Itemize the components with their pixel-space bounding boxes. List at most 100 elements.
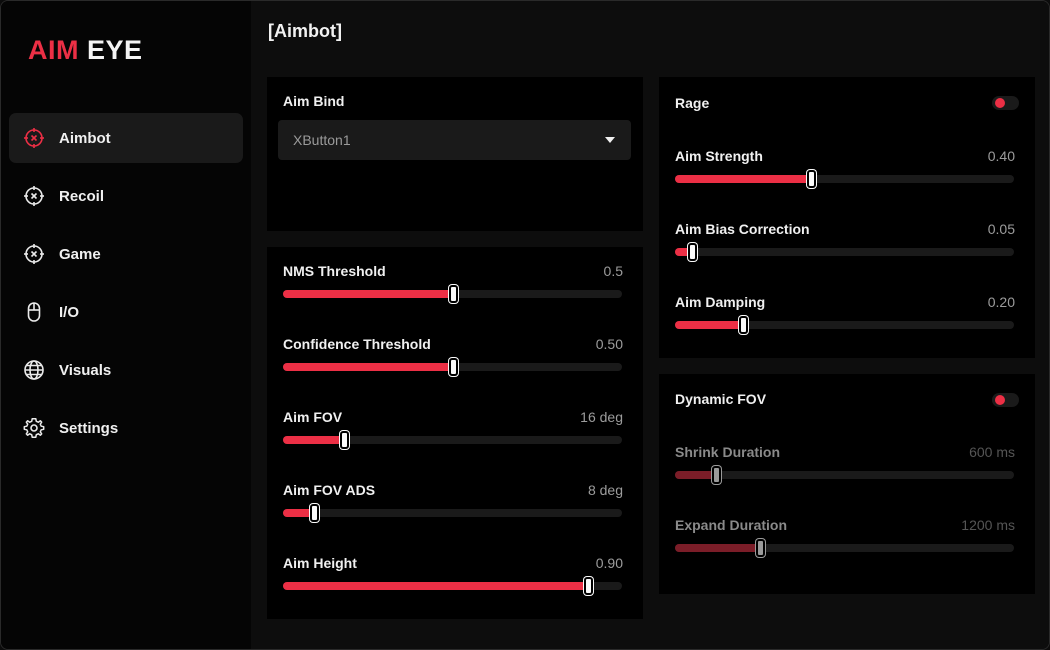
crosshair-x-icon <box>23 243 45 265</box>
app-logo: AIM EYE <box>28 35 143 66</box>
slider-fill <box>283 436 344 444</box>
slider-label: Aim FOV ADS <box>283 482 376 498</box>
sidebar-item-label: Aimbot <box>59 129 111 147</box>
crosshair-icon <box>23 127 45 149</box>
gear-icon <box>23 417 45 439</box>
sidebar-item-label: Game <box>59 245 101 263</box>
aim-bias-correction-slider[interactable]: Aim Bias Correction 0.05 <box>675 221 1015 267</box>
dynamic-fov-label: Dynamic FOV <box>675 391 767 407</box>
main-content: [Aimbot] Aim Bind XButton1 NMS Threshold… <box>251 1 1049 649</box>
sidebar-item-label: Visuals <box>59 361 112 379</box>
slider-track[interactable] <box>283 431 622 449</box>
slider-handle[interactable] <box>688 243 697 261</box>
slider-label: NMS Threshold <box>283 263 386 279</box>
slider-handle[interactable] <box>449 285 458 303</box>
slider-track[interactable] <box>283 504 622 522</box>
sidebar-item-label: I/O <box>59 303 80 321</box>
logo-aim: AIM <box>28 35 79 65</box>
sidebar-item-recoil[interactable]: Recoil <box>9 171 243 221</box>
slider-handle[interactable] <box>340 431 349 449</box>
sidebar-item-game[interactable]: Game <box>9 229 243 279</box>
slider-handle[interactable] <box>584 577 593 595</box>
sidebar-item-io[interactable]: I/O <box>9 287 243 337</box>
slider-value: 16 deg <box>580 409 623 425</box>
aim-bind-select[interactable]: XButton1 <box>278 120 631 160</box>
aim-strength-slider[interactable]: Aim Strength 0.40 <box>675 148 1015 194</box>
toggle-indicator <box>995 395 1005 405</box>
aim-height-slider[interactable]: Aim Height 0.90 <box>283 555 623 601</box>
sidebar: AIM EYE Aimbot Recoil Game <box>1 1 251 649</box>
slider-value: 0.40 <box>987 148 1015 164</box>
slider-fill <box>675 175 811 183</box>
thresholds-panel: NMS Threshold 0.5 Confidence Threshold 0… <box>267 247 643 619</box>
slider-track[interactable] <box>675 466 1014 484</box>
page-title: [Aimbot] <box>268 21 342 41</box>
aim-bind-value: XButton1 <box>293 132 351 148</box>
aim-bind-panel: Aim Bind XButton1 <box>267 77 643 231</box>
slider-handle[interactable] <box>449 358 458 376</box>
slider-fill <box>283 290 453 298</box>
slider-value: 0.05 <box>987 221 1015 237</box>
slider-fill <box>675 544 760 552</box>
slider-value: 0.20 <box>987 294 1015 310</box>
slider-track[interactable] <box>283 577 622 595</box>
shrink-duration-slider[interactable]: Shrink Duration 600 ms <box>675 444 1015 490</box>
expand-duration-slider[interactable]: Expand Duration 1200 ms <box>675 517 1015 563</box>
slider-track[interactable] <box>675 243 1014 261</box>
slider-track[interactable] <box>675 316 1014 334</box>
slider-label: Aim Height <box>283 555 357 571</box>
dynamic-fov-panel: Dynamic FOV Shrink Duration 600 ms Expan… <box>659 374 1035 594</box>
slider-label: Shrink Duration <box>675 444 781 460</box>
slider-label: Aim Bias Correction <box>675 221 810 237</box>
slider-track[interactable] <box>675 539 1014 557</box>
slider-handle[interactable] <box>807 170 816 188</box>
slider-track[interactable] <box>283 358 622 376</box>
aim-bind-label: Aim Bind <box>283 93 345 109</box>
slider-value: 8 deg <box>587 482 623 498</box>
slider-fill <box>283 582 588 590</box>
aim-fov-slider[interactable]: Aim FOV 16 deg <box>283 409 623 455</box>
slider-label: Aim Strength <box>675 148 763 164</box>
slider-label: Aim FOV <box>283 409 343 425</box>
sidebar-item-label: Recoil <box>59 187 105 205</box>
nms-threshold-slider[interactable]: NMS Threshold 0.5 <box>283 263 623 309</box>
slider-fill <box>675 471 716 479</box>
sidebar-item-label: Settings <box>59 419 119 437</box>
slider-value: 0.50 <box>595 336 623 352</box>
slider-label: Aim Damping <box>675 294 766 310</box>
sidebar-item-visuals[interactable]: Visuals <box>9 345 243 395</box>
slider-value: 0.90 <box>595 555 623 571</box>
slider-fill <box>283 509 314 517</box>
sidebar-item-aimbot[interactable]: Aimbot <box>9 113 243 163</box>
slider-label: Confidence Threshold <box>283 336 431 352</box>
crosshair-x-icon <box>23 185 45 207</box>
slider-handle[interactable] <box>310 504 319 522</box>
slider-value: 600 ms <box>969 444 1015 460</box>
slider-fill <box>675 321 743 329</box>
rage-panel: Rage Aim Strength 0.40 Aim Bias Correcti… <box>659 77 1035 358</box>
slider-value: 0.5 <box>603 263 623 279</box>
slider-track[interactable] <box>675 170 1014 188</box>
sidebar-nav: Aimbot Recoil Game I/O <box>9 113 243 461</box>
aim-damping-slider[interactable]: Aim Damping 0.20 <box>675 294 1015 340</box>
confidence-threshold-slider[interactable]: Confidence Threshold 0.50 <box>283 336 623 382</box>
aim-fov-ads-slider[interactable]: Aim FOV ADS 8 deg <box>283 482 623 528</box>
rage-toggle[interactable] <box>992 96 1019 110</box>
dynamic-fov-toggle[interactable] <box>992 393 1019 407</box>
caret-down-icon <box>605 137 615 143</box>
slider-fill <box>283 363 453 371</box>
slider-label: Expand Duration <box>675 517 788 533</box>
slider-value: 1200 ms <box>961 517 1015 533</box>
rage-label: Rage <box>675 95 710 111</box>
slider-handle[interactable] <box>739 316 748 334</box>
globe-icon <box>23 359 45 381</box>
logo-eye: EYE <box>87 35 143 65</box>
slider-fill <box>675 248 692 256</box>
sidebar-item-settings[interactable]: Settings <box>9 403 243 453</box>
slider-handle[interactable] <box>712 466 721 484</box>
slider-handle[interactable] <box>756 539 765 557</box>
toggle-indicator <box>995 98 1005 108</box>
slider-track[interactable] <box>283 285 622 303</box>
mouse-icon <box>23 301 45 323</box>
